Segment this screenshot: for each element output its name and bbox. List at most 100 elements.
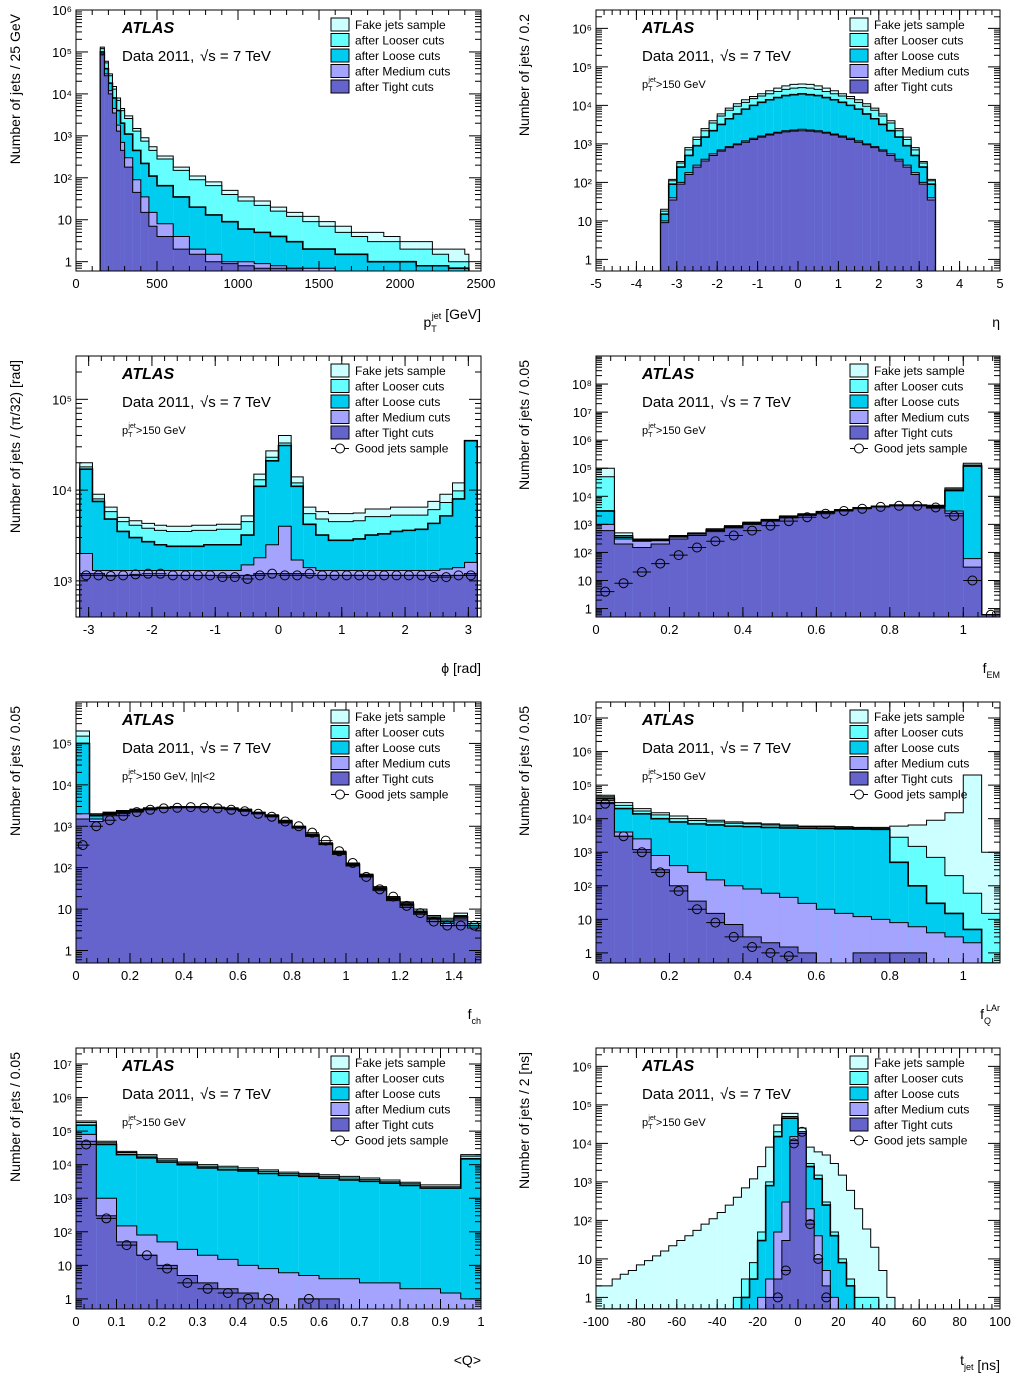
bar-tight xyxy=(112,113,117,271)
bar-tight xyxy=(373,890,387,963)
legend-label-looser: after Looser cuts xyxy=(355,380,444,394)
bar-tight xyxy=(692,167,702,271)
bar-tight xyxy=(132,192,141,271)
bar-tight xyxy=(779,946,798,963)
bar-tight xyxy=(814,1258,823,1309)
outline-loose xyxy=(659,92,937,271)
good-point xyxy=(91,821,102,832)
bar-medium xyxy=(400,1288,421,1309)
bar-tight xyxy=(908,952,927,963)
x-tick-label: 0.6 xyxy=(807,622,825,637)
bar-tight xyxy=(140,212,149,271)
atlas-label-block: ATLAS Data 2011, √s = 7 TeV pTjet>150 GeV xyxy=(641,1058,791,1131)
legend-swatch-loose xyxy=(330,740,350,755)
bar-tight xyxy=(197,1282,218,1309)
bar-loose xyxy=(440,1188,461,1309)
y-tick-label: 10² xyxy=(573,879,592,894)
bar-loose xyxy=(460,1158,481,1309)
bar-tight xyxy=(400,907,414,963)
legend-swatch-tight xyxy=(849,1117,869,1132)
bar-medium xyxy=(420,1288,441,1309)
bar-fake xyxy=(838,1175,847,1309)
bar-tight xyxy=(981,614,1000,617)
bar-tight xyxy=(632,849,652,963)
legend-swatch-looser xyxy=(330,725,350,739)
data-label: Data 2011, xyxy=(122,1086,194,1103)
energy-label: √s = 7 TeV xyxy=(200,740,271,757)
good-point xyxy=(229,572,240,583)
series-tight xyxy=(76,1140,481,1309)
legend-marker-good xyxy=(335,1135,345,1146)
legend-label-medium: after Medium cuts xyxy=(355,1103,450,1117)
x-tick-label: -40 xyxy=(708,1314,727,1329)
good-point xyxy=(618,831,629,842)
cut-note: pTjet>150 GeV xyxy=(642,769,706,785)
good-point xyxy=(118,810,129,821)
bar-tight xyxy=(733,144,742,271)
good-point xyxy=(783,951,794,962)
x-tick-label: -20 xyxy=(748,1314,767,1329)
x-tick-label: 0.4 xyxy=(229,1314,247,1329)
bar-loose xyxy=(335,254,352,271)
legend-swatch-loose xyxy=(330,48,350,63)
bar-fake xyxy=(870,1247,879,1309)
x-tick-label: -4 xyxy=(631,276,643,291)
legend-label-loose: after Loose cuts xyxy=(874,1087,959,1101)
good-point xyxy=(242,573,253,584)
good-point xyxy=(320,835,331,846)
legend-marker-good xyxy=(335,789,345,800)
bar-looser xyxy=(981,913,1000,963)
good-point xyxy=(655,558,666,569)
bar-tight xyxy=(104,575,118,617)
bar-tight xyxy=(687,535,707,617)
y-tick-label: 10³ xyxy=(573,137,592,152)
legend-label-good: Good jets sample xyxy=(355,1134,449,1148)
bar-tight xyxy=(806,131,815,271)
y-tick-label: 10⁴ xyxy=(572,489,592,504)
good-point xyxy=(838,505,849,516)
legend-swatch-fake xyxy=(849,1055,869,1070)
bar-loose xyxy=(221,221,238,271)
good-point xyxy=(894,500,904,511)
bar-medium xyxy=(460,1298,481,1309)
x-tick-label: 1 xyxy=(960,622,967,637)
atlas-label: ATLAS xyxy=(121,712,174,729)
energy-label: √s = 7 TeV xyxy=(200,1086,271,1103)
good-point xyxy=(226,804,237,815)
bar-tight xyxy=(129,575,142,617)
y-axis-label: Number of jets / 0.05 xyxy=(516,706,532,836)
bar-tight xyxy=(651,869,670,963)
x-axis-q: 0 0.1 0.2 0.3 0.4 0.5 0.6 0.7 0.8 0.9 1 xyxy=(72,1048,485,1329)
outline-tight xyxy=(660,130,936,271)
bar-medium xyxy=(853,916,872,963)
good-point xyxy=(254,570,265,581)
bar-medium xyxy=(440,1292,461,1309)
energy-label: √s = 7 TeV xyxy=(720,740,791,757)
bar-tight xyxy=(286,268,303,271)
bar-tight xyxy=(927,199,936,271)
bar-tight xyxy=(742,524,762,617)
bar-loose xyxy=(383,261,400,271)
bar-tight xyxy=(89,821,103,963)
good-point xyxy=(366,570,377,581)
legend-marker-good xyxy=(854,789,864,800)
x-tick-label: 0.2 xyxy=(148,1314,166,1329)
good-point xyxy=(354,570,365,581)
bar-fake xyxy=(878,1270,887,1309)
outline-looser xyxy=(660,87,936,271)
series-tight xyxy=(99,54,469,271)
y-axis-label: Number of jets / (π/32) [rad] xyxy=(7,360,23,533)
good-point xyxy=(765,520,776,531)
legend-swatch-tight xyxy=(330,79,350,94)
bar-tight xyxy=(822,133,831,271)
y-axis-label: Number of jets / 0.05 xyxy=(516,360,532,490)
good-point xyxy=(673,885,684,896)
good-point xyxy=(802,512,813,523)
x-tick-label: 2 xyxy=(401,622,408,637)
x-tick-label: 0.4 xyxy=(175,968,193,983)
y-tick-label: 10 xyxy=(578,912,592,927)
bar-tight xyxy=(143,809,157,963)
bar-loose xyxy=(846,1285,855,1309)
good-point xyxy=(267,568,278,579)
